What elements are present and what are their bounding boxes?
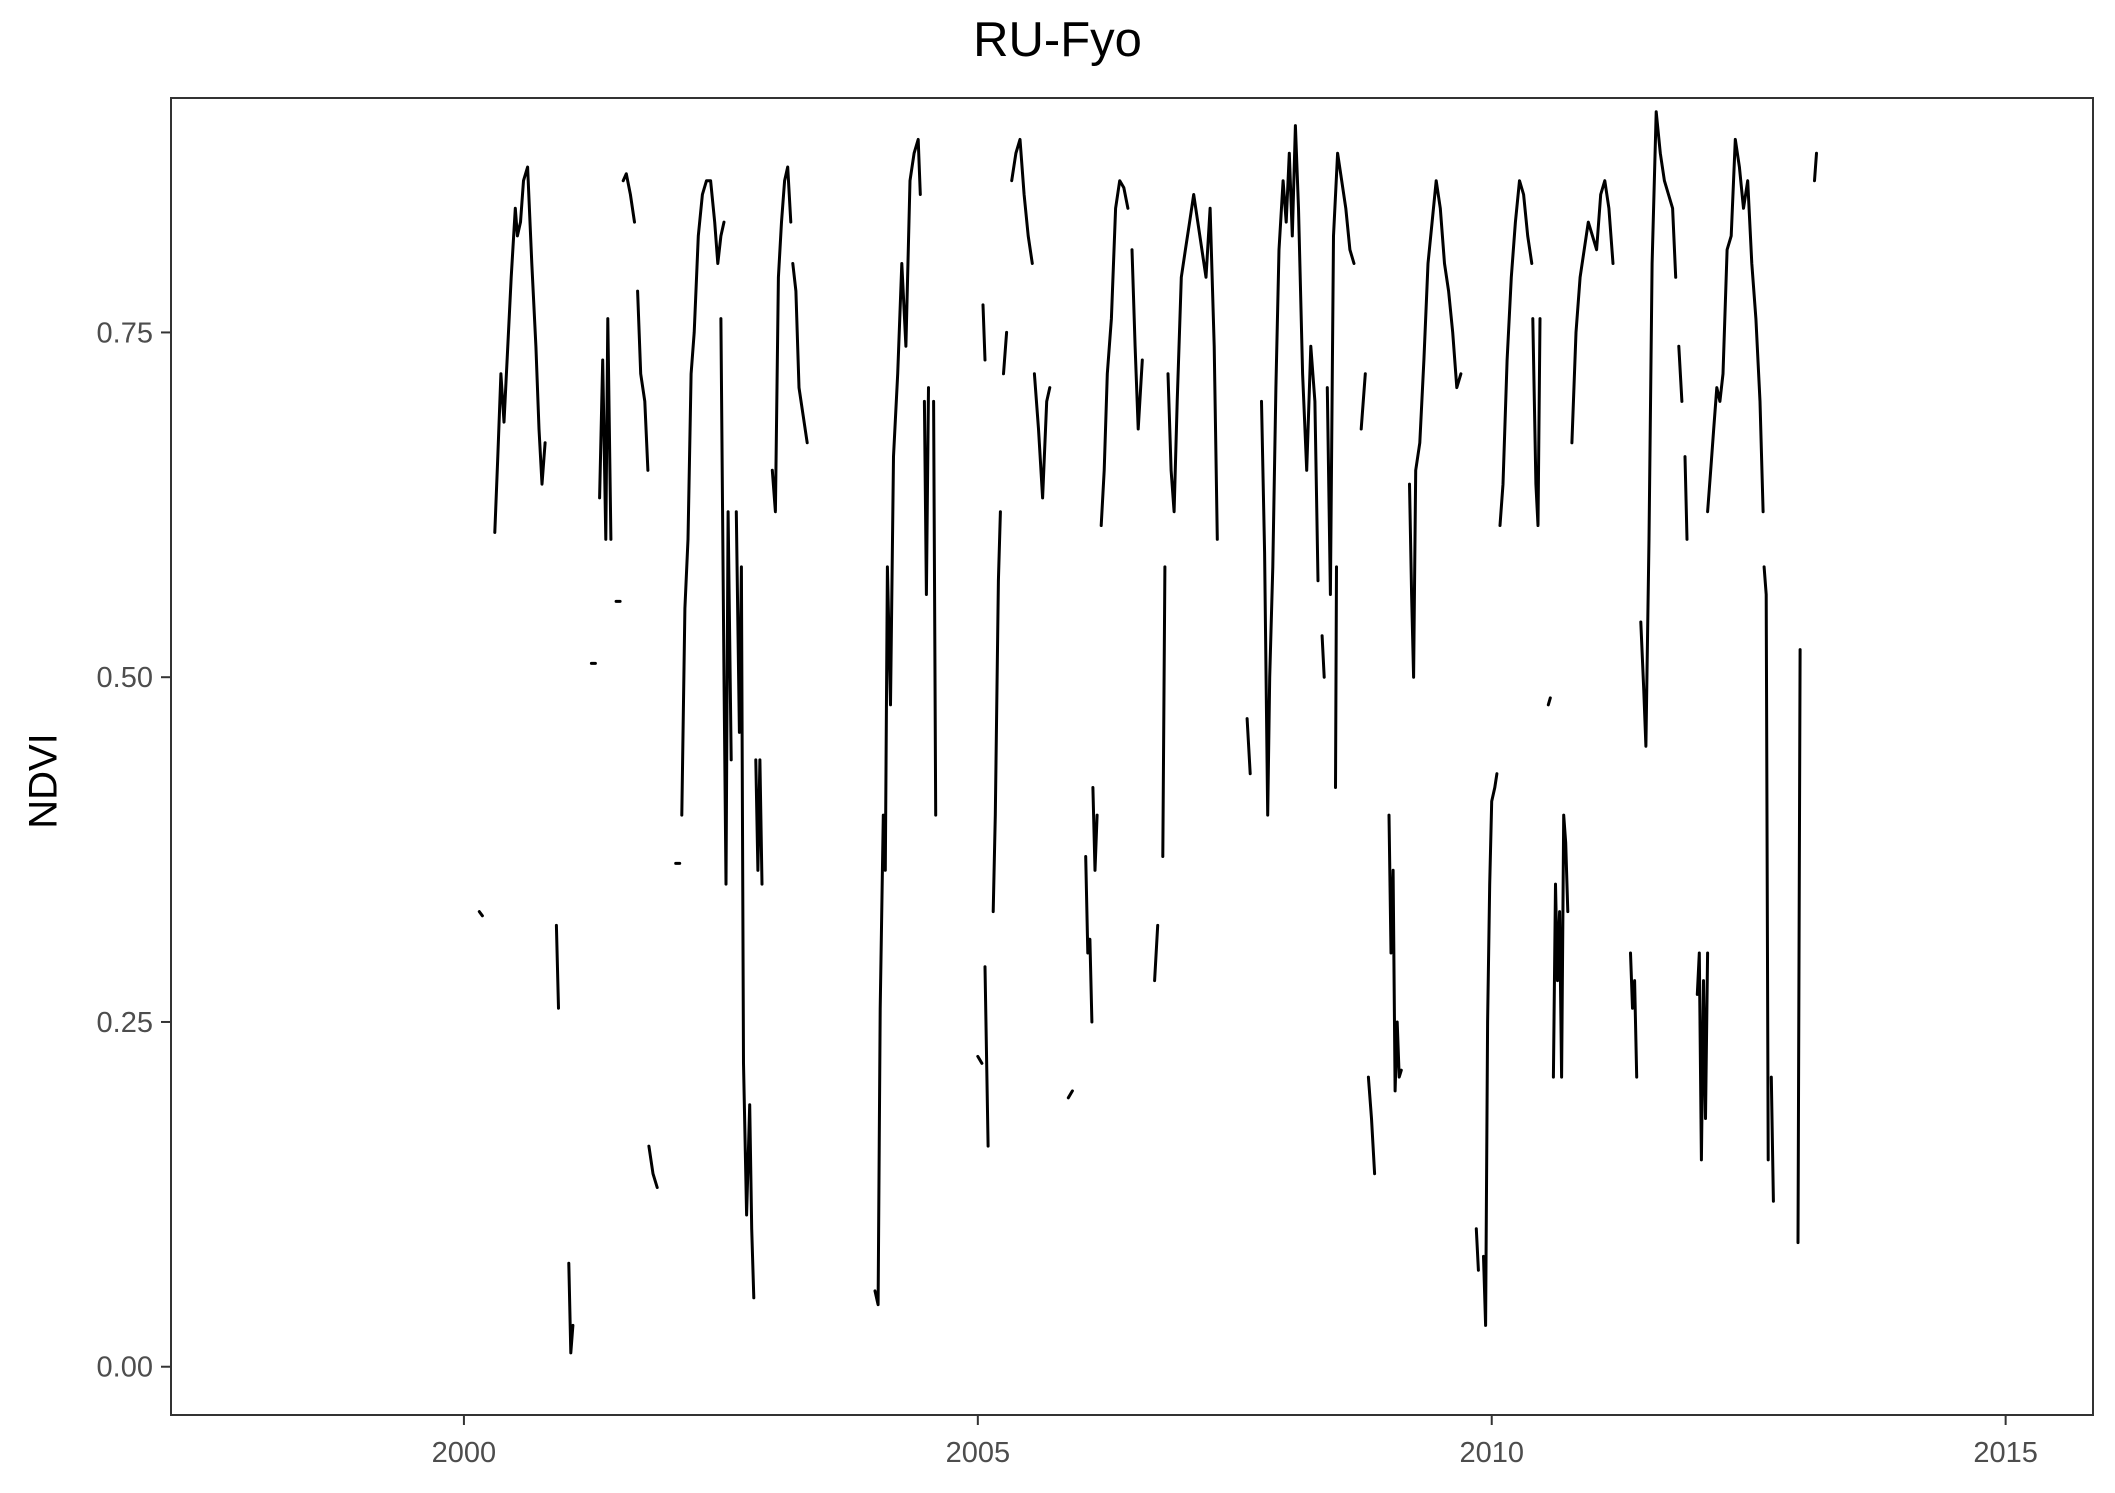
chart-title: RU-Fyo [973,13,1142,67]
y-tick-label: 0.75 [97,317,153,349]
ndvi-line-segment [1387,813,1403,1093]
ndvi-line-segment [1359,372,1367,431]
ndvi-line-segment [1482,772,1499,1327]
ndvi-line-segment [1091,786,1099,872]
ndvi-line-segment [976,1054,984,1065]
ndvi-line-segment [598,317,613,541]
ndvi-line-segment [1629,951,1639,1079]
ndvi-line-segment [981,303,987,362]
ndvi-line-segment [1002,330,1009,376]
ndvi-line-segment [932,399,938,817]
ndvi-line-segment [1498,179,1534,527]
panel-border [170,97,2094,1416]
ndvi-line-segment [1639,110,1678,748]
ndvi-line-segment [1153,923,1160,983]
x-tick-label: 2000 [432,1437,497,1469]
ndvi-line-segment [873,137,922,1307]
x-tick-label: 2015 [1973,1437,2038,1469]
ndvi-line-segment [1546,696,1552,707]
ndvi-line-segment [1762,565,1770,1162]
ndvi-line-segment [680,179,726,817]
ndvi-line-segment [1683,455,1689,541]
ndvi-line-segment [1796,648,1802,1245]
ndvi-line-segment [1531,317,1542,527]
ndvi-line-segment [621,172,636,224]
ndvi-line-segment [1260,124,1320,817]
y-tick-label: 0.00 [97,1352,153,1384]
ndvi-line-segment [983,965,990,1148]
ndvi-line-segment [1245,717,1252,776]
y-tick-label: 0.25 [97,1007,153,1039]
ndvi-line-segment [991,510,1002,914]
ndvi-line-segment [719,317,733,886]
ndvi-line-segment [1769,1075,1775,1203]
ndvi-line-segment [734,510,756,1300]
ndvi-line-segment [1325,151,1356,596]
ndvi-line-segment [647,1144,659,1189]
ndvi-line-segment [1320,634,1326,679]
ndvi-line-segment [1474,1227,1480,1272]
ndvi-line-segment [1551,813,1570,1079]
ndvi-line-segment [1570,179,1615,445]
ndvi-line-segment [1084,855,1094,1024]
data-layer [477,110,1818,1355]
ndvi-line-segment [1161,565,1167,858]
ndvi-line-segment [567,1261,575,1355]
ndvi-line-segment [1677,344,1684,403]
ndvi-line-segment [1706,137,1765,514]
x-tick-label: 2010 [1459,1437,1524,1469]
axes-layer: 0.00 0.25 0.50 0.75 2000 2005 2010 2015 [97,317,2038,1469]
ndvi-line-segment [1334,565,1338,789]
ndvi-line-segment [922,386,930,596]
ndvi-line-segment [1099,179,1130,527]
ndvi-line-segment [754,758,764,886]
ndvi-line-segment [1695,951,1710,1162]
ndvi-line-segment [1366,1075,1377,1176]
ndvi-line-segment [493,165,547,534]
x-tick-label: 2005 [946,1437,1011,1469]
ndvi-line-segment [770,165,793,514]
ndvi-line-segment [477,910,484,918]
ndvi-line-segment [554,923,560,1010]
ndvi-line-segment [1166,193,1219,541]
ndvi-line-segment [1010,137,1034,265]
ndvi-line-segment [1066,1089,1074,1100]
y-tick-label: 0.50 [97,662,153,694]
ndvi-line-segment [1408,179,1463,679]
ndvi-line-segment [1032,372,1052,500]
ndvi-line-segment [1813,151,1818,183]
ndvi-line-segment [636,289,650,472]
ndvi-line-segment [791,262,809,445]
ndvi-line-segment [1130,248,1144,431]
